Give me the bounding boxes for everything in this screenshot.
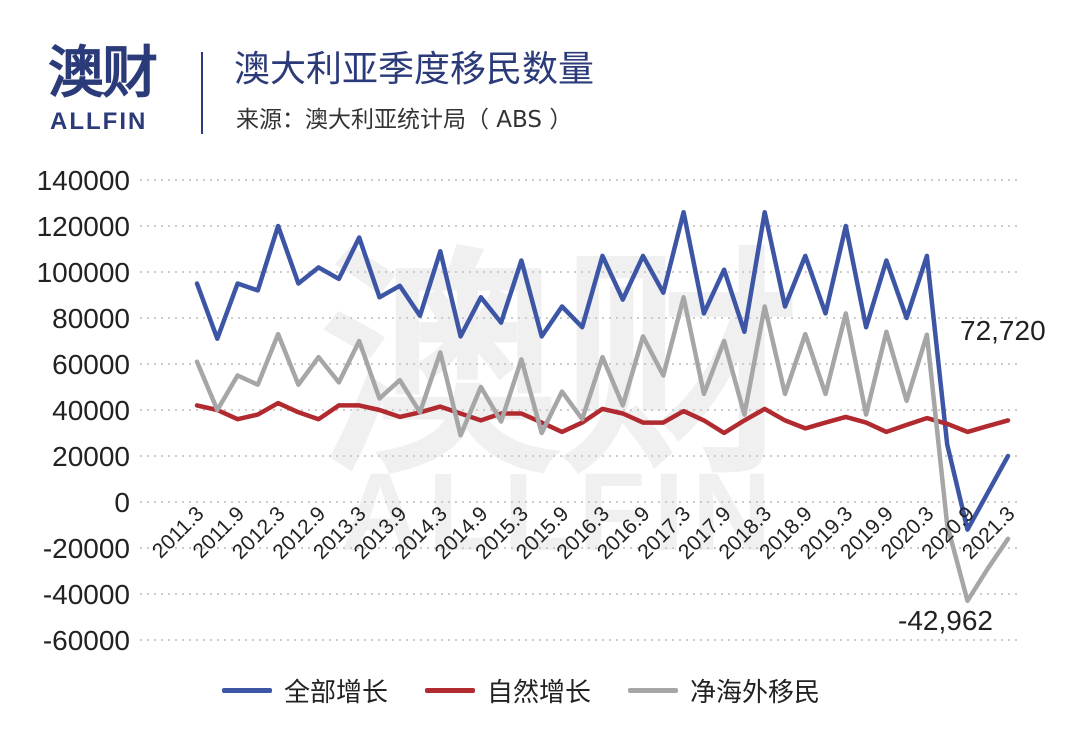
legend-swatch	[425, 687, 475, 693]
logo-chinese: 澳财	[48, 41, 158, 106]
y-tick-label: 100000	[37, 257, 130, 288]
legend-item: 净海外移民	[628, 668, 820, 712]
chart-source: 来源：澳大利亚统计局（ ABS ）	[236, 107, 573, 133]
legend: 全部增长 自然增长 净海外移民	[0, 668, 1080, 712]
series-line-0	[194, 209, 1011, 532]
legend-label: 全部增长	[284, 677, 389, 708]
logo-english: ALLFIN	[50, 108, 148, 135]
watermark-en: ALLFIN	[340, 451, 779, 574]
y-tick-label: 60000	[52, 349, 130, 380]
y-tick-label: 0	[114, 487, 130, 518]
header: 澳财 ALLFIN 澳大利亚季度移民数量 来源：澳大利亚统计局（ ABS ）	[0, 0, 1080, 150]
legend-label: 自然增长	[487, 677, 592, 708]
legend-label: 净海外移民	[690, 677, 821, 708]
annotation-label: -42,962	[898, 605, 993, 636]
y-tick-label: 40000	[52, 395, 130, 426]
series-line-2	[194, 295, 1011, 604]
y-tick-label: 80000	[52, 303, 130, 334]
legend-item: 全部增长	[222, 668, 388, 712]
header-divider	[201, 52, 203, 134]
y-tick-label: 140000	[37, 165, 130, 196]
line-chart: 澳财ALLFIN-60000-40000-2000002000040000600…	[37, 165, 1046, 656]
y-tick-label: 120000	[37, 211, 130, 242]
y-tick-label: -20000	[43, 533, 130, 564]
series-line-1	[194, 400, 1011, 436]
legend-item: 自然增长	[425, 668, 591, 712]
chart-title: 澳大利亚季度移民数量	[234, 49, 595, 90]
y-tick-label: -60000	[43, 625, 130, 656]
y-tick-label: -40000	[43, 579, 130, 610]
annotation-label: 72,720	[960, 315, 1046, 346]
legend-swatch	[222, 687, 272, 693]
legend-swatch	[628, 687, 678, 693]
y-tick-label: 20000	[52, 441, 130, 472]
